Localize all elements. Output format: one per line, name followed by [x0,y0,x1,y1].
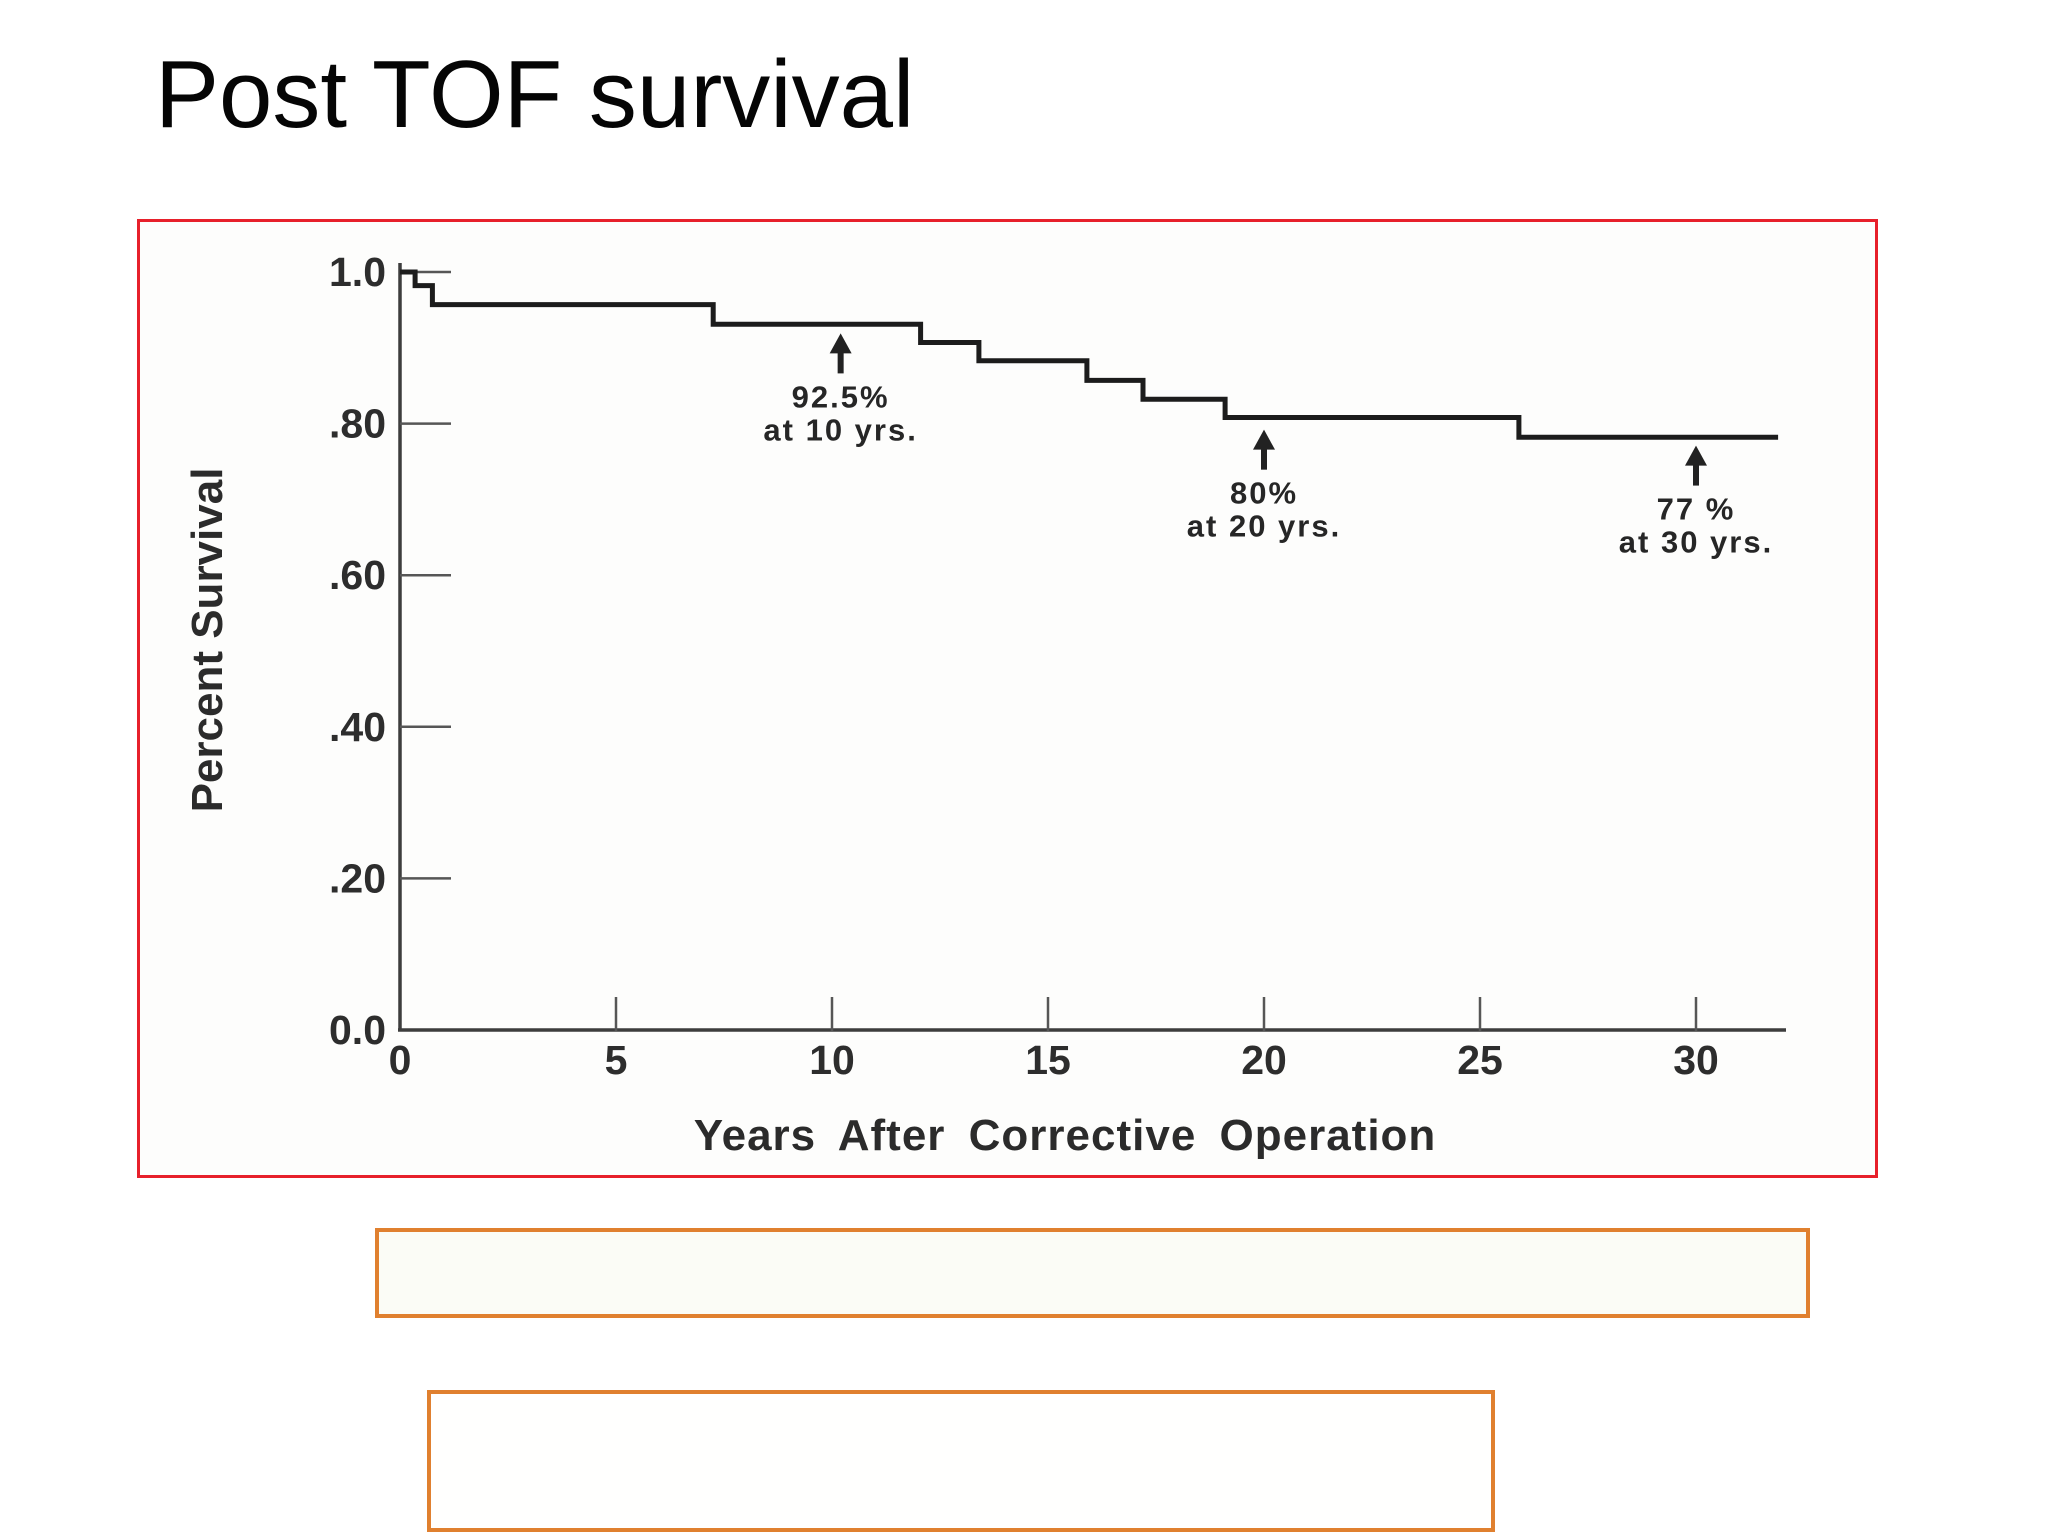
chart-figure [137,219,1878,1178]
placeholder-box-1 [375,1228,1810,1318]
placeholder-box-2 [427,1390,1495,1532]
slide-title: Post TOF survival [155,41,915,148]
